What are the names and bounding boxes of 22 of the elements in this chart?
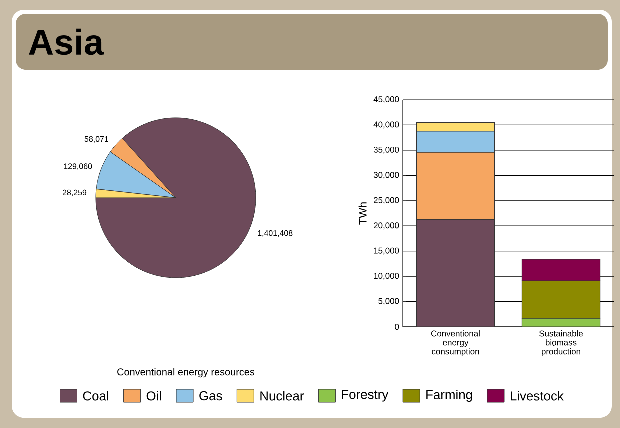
x-tick-label: Conventional energy consumption <box>431 330 480 356</box>
y-tick-label: 15,000 <box>374 248 400 255</box>
y-tick-label: 20,000 <box>374 222 400 230</box>
x-tick-label: Sustainable biomass production <box>540 330 583 356</box>
legend-label: Coal <box>83 391 108 401</box>
y-tick-label: 0 <box>395 324 400 330</box>
y-tick-label: 45,000 <box>374 96 400 104</box>
legend-label: Forestry <box>342 390 389 402</box>
y-tick-label: 30,000 <box>374 172 400 180</box>
legend-label: Livestock <box>511 391 564 401</box>
legend-label: Gas <box>200 391 222 401</box>
chart-title: Asia <box>29 28 104 56</box>
y-tick-label: 10,000 <box>374 273 400 280</box>
y-tick-label: 5,000 <box>378 298 400 306</box>
y-tick-label: 25,000 <box>374 197 400 204</box>
legend-label: Nuclear <box>260 391 304 401</box>
y-tick-label: 40,000 <box>374 122 400 129</box>
y-tick-label: 35,000 <box>374 146 400 154</box>
legend-label: Oil <box>146 391 162 401</box>
text: Conventional energy resources <box>118 368 255 378</box>
y-axis-title: TWh <box>358 202 367 225</box>
legend-label: Farming <box>426 390 472 402</box>
